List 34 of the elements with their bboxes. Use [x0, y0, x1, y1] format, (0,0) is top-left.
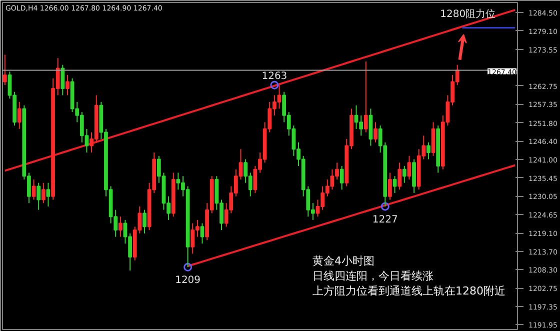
candlestick: [392, 176, 397, 194]
candlestick: [118, 216, 122, 238]
candlestick: [426, 142, 430, 160]
candlestick: [66, 74, 70, 96]
annotation: 黄金4小时图: [312, 254, 374, 268]
series-label: 1280阻力位: [440, 8, 496, 20]
line-series: [186, 164, 516, 268]
candlestick: [412, 158, 416, 194]
candlestick: [398, 162, 402, 190]
candlestick: [388, 172, 392, 200]
candlestick: [368, 108, 373, 146]
candlestick: [407, 155, 412, 180]
data-label: 1263: [262, 71, 288, 82]
candlestick: [431, 122, 436, 156]
data-label: 1227: [372, 214, 398, 226]
candlestick: [60, 64, 65, 96]
candlestick: [200, 222, 204, 244]
candlestick: [41, 182, 46, 204]
candlestick: [36, 182, 41, 210]
candlestick: [340, 166, 344, 190]
data-label: 1209: [175, 275, 201, 286]
point: [380, 202, 390, 211]
annotation: 上方阻力位看到通道线上轨在1280附近: [312, 284, 506, 298]
candlestick: [364, 60, 368, 133]
annotation: 日线四连阳，今日看续涨: [312, 270, 434, 282]
point: [270, 80, 279, 90]
candlestick: [402, 166, 406, 184]
candlestick: [32, 178, 36, 200]
point: [184, 262, 192, 272]
candlestick: [374, 122, 378, 143]
candlestick: [142, 209, 146, 234]
candlestick: [2, 54, 7, 86]
candlestick: [46, 182, 50, 207]
candlestick: [17, 101, 22, 130]
